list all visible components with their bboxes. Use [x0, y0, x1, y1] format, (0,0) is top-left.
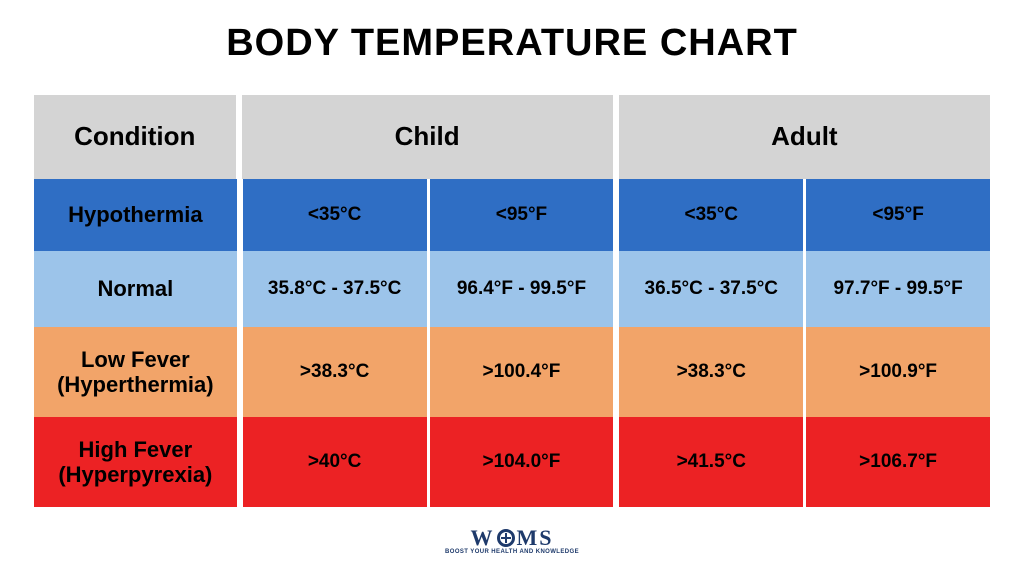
row-low-fever: Low Fever (Hyperthermia) >38.3°C >100.4°…: [34, 327, 990, 417]
logo-o-icon: [497, 529, 515, 547]
chart-title: BODY TEMPERATURE CHART: [226, 22, 798, 65]
header-adult: Adult: [619, 95, 990, 179]
logo-letters-ms: MS: [517, 525, 554, 551]
temperature-table: Condition Child Adult Hypothermia <35°C …: [34, 95, 990, 507]
child-celsius: 35.8°C - 37.5°C: [243, 251, 427, 327]
condition-label: Normal: [34, 251, 237, 327]
logo-text: W MS: [471, 525, 554, 551]
child-fahrenheit: >100.4°F: [430, 327, 614, 417]
logo: W MS BOOST YOUR HEALTH AND KNOWLEDGE: [445, 525, 579, 555]
header-child: Child: [242, 95, 613, 179]
table-header-row: Condition Child Adult: [34, 95, 990, 179]
child-celsius: >38.3°C: [243, 327, 427, 417]
child-fahrenheit: >104.0°F: [430, 417, 614, 507]
logo-letter-w: W: [471, 525, 495, 551]
condition-label: High Fever (Hyperpyrexia): [34, 417, 237, 507]
row-hypothermia: Hypothermia <35°C <95°F <35°C <95°F: [34, 179, 990, 251]
child-celsius: >40°C: [243, 417, 427, 507]
row-high-fever: High Fever (Hyperpyrexia) >40°C >104.0°F…: [34, 417, 990, 507]
adult-fahrenheit: <95°F: [806, 179, 990, 251]
row-normal: Normal 35.8°C - 37.5°C 96.4°F - 99.5°F 3…: [34, 251, 990, 327]
adult-celsius: >41.5°C: [619, 417, 803, 507]
adult-fahrenheit: >100.9°F: [806, 327, 990, 417]
adult-fahrenheit: 97.7°F - 99.5°F: [806, 251, 990, 327]
adult-fahrenheit: >106.7°F: [806, 417, 990, 507]
header-condition: Condition: [34, 95, 236, 179]
child-celsius: <35°C: [243, 179, 427, 251]
condition-label: Low Fever (Hyperthermia): [34, 327, 237, 417]
child-fahrenheit: <95°F: [430, 179, 614, 251]
adult-celsius: 36.5°C - 37.5°C: [619, 251, 803, 327]
logo-tagline: BOOST YOUR HEALTH AND KNOWLEDGE: [445, 549, 579, 555]
condition-label: Hypothermia: [34, 179, 237, 251]
adult-celsius: >38.3°C: [619, 327, 803, 417]
child-fahrenheit: 96.4°F - 99.5°F: [430, 251, 614, 327]
adult-celsius: <35°C: [619, 179, 803, 251]
